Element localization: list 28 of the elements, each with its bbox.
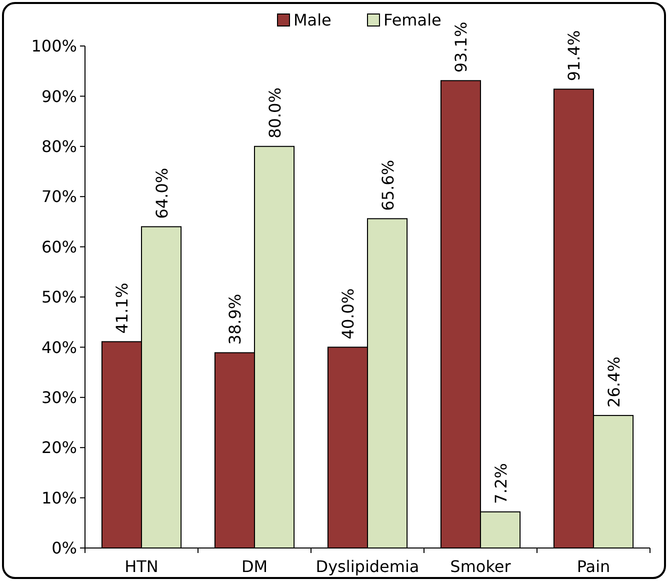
data-label: 91.4% — [564, 30, 584, 82]
y-tick-label: 50% — [41, 288, 77, 307]
data-label: 38.9% — [226, 294, 245, 345]
x-tick-label: Smoker — [450, 557, 512, 576]
data-label: 93.1% — [452, 22, 471, 73]
data-label: 41.1% — [112, 282, 132, 334]
data-label: 40.0% — [338, 288, 358, 340]
y-tick-label: 70% — [41, 187, 77, 206]
data-label: 80.0% — [265, 88, 284, 138]
data-label: 65.6% — [378, 160, 398, 211]
y-tick-label: 40% — [41, 338, 77, 357]
x-tick-label: HTN — [124, 557, 158, 576]
y-tick-label: 0% — [52, 538, 77, 558]
y-tick-label: 30% — [41, 388, 77, 407]
data-label: 7.2% — [491, 463, 510, 504]
y-tick-label: 60% — [41, 237, 77, 256]
data-label: 64.0% — [152, 168, 172, 219]
x-tick-label: DM — [241, 557, 268, 576]
legend-label: Female — [384, 10, 442, 30]
y-tick-label: 90% — [41, 86, 77, 106]
y-tick-label: 100% — [31, 36, 77, 56]
data-label: 26.4% — [604, 356, 624, 408]
x-tick-label: Dyslipidemia — [316, 557, 420, 576]
y-tick-label: 20% — [41, 438, 77, 458]
x-tick-label: Pain — [576, 557, 610, 576]
y-tick-label: 80% — [41, 137, 77, 156]
legend-label: Male — [294, 10, 332, 30]
y-tick-label: 10% — [41, 488, 77, 508]
